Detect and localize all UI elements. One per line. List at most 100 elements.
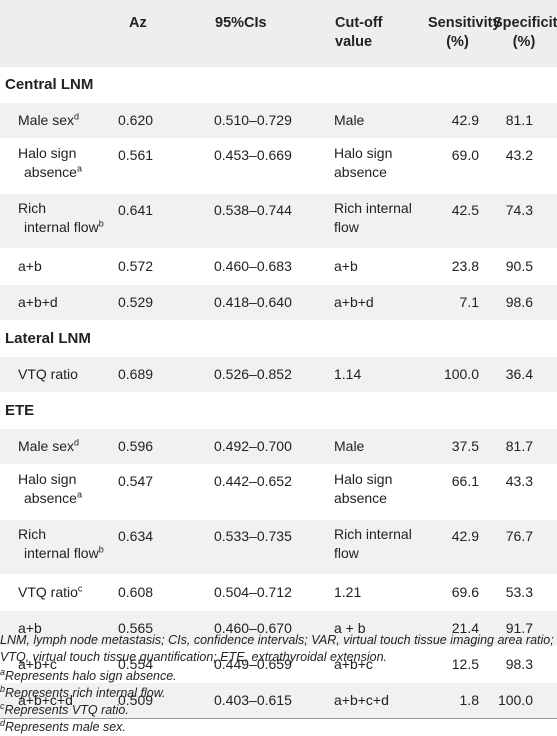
cell-variable: Male sexd <box>0 103 113 139</box>
cell-specificity: 81.1 <box>505 112 533 128</box>
cutoff-value: Halo sign <box>334 145 393 161</box>
cell-cutoff: Halo sign absence <box>318 139 428 194</box>
table-row: VTQ ratio 0.689 0.526–0.852 1.14 100.0 36.4 <box>0 356 557 393</box>
variable-name-cont: absence <box>24 490 77 506</box>
variable-name: a+b <box>18 258 42 274</box>
cell-az: 0.509 <box>118 692 154 708</box>
variable-name: a+b+c+d <box>18 692 73 708</box>
footnote-text: Represents rich internal flow. <box>5 686 166 700</box>
cell-cutoff: a+b+c+d <box>318 683 428 719</box>
cell-sensitivity: 37.5 <box>451 438 479 454</box>
cell-az: 0.561 <box>118 147 154 163</box>
footnote-marker: b <box>98 544 104 555</box>
cell-cutoff: 1.14 <box>318 357 428 393</box>
cell-cutoff: a+b+d <box>318 285 428 321</box>
cell-sensitivity: 12.5 <box>451 656 479 672</box>
cell-specificity: 43.3 <box>505 473 533 489</box>
diagnostic-performance-table: Az 95%CIs Cut-off value Sensitivity (%) … <box>0 0 557 719</box>
section-row: ETE <box>0 392 557 429</box>
variable-name: a+b <box>18 620 42 636</box>
footnote-marker: c <box>77 583 83 594</box>
variable-name: a+b+d <box>18 294 58 310</box>
table-row: a+b+c+d 0.509 0.403–0.615 a+b+c+d 1.8 100.0 <box>0 682 557 719</box>
cell-specificity: 74.3 <box>505 202 533 218</box>
cell-sensitivity: 42.9 <box>451 528 479 544</box>
cell-sensitivity: 69.0 <box>451 147 479 163</box>
table-footnotes: LNM, lymph node metastasis; CIs, confide… <box>0 632 557 736</box>
variable-name: Rich <box>18 526 47 542</box>
cell-cutoff: a+b+c <box>318 647 428 683</box>
variable-name: Halo sign <box>18 145 77 161</box>
header-specificity-line2: (%) <box>512 34 536 50</box>
cell-az: 0.554 <box>118 656 154 672</box>
footnote-marker: a <box>76 163 82 174</box>
variable-name: a+b+c <box>18 656 57 672</box>
table-row: VTQ ratioc 0.608 0.504–0.712 1.21 69.6 53.3 <box>0 575 557 611</box>
header-cutoff-line1: Cut-off <box>335 15 383 31</box>
cell-variable: Rich internal flowb <box>0 194 113 249</box>
cell-cutoff: a + b <box>318 611 428 647</box>
cutoff-value: a + b <box>334 620 366 636</box>
cell-specificity: 90.5 <box>505 258 533 274</box>
cell-az: 0.634 <box>118 528 154 544</box>
variable-name: Rich <box>18 200 47 216</box>
cutoff-value-cont: absence <box>334 490 387 506</box>
cutoff-value: Rich internal <box>334 526 412 542</box>
cutoff-value: Male <box>334 112 365 128</box>
section-title: ETE <box>5 402 35 419</box>
footnote-mark: c <box>0 700 5 711</box>
footnote-item: aRepresents halo sign absence. <box>0 666 557 685</box>
cell-variable: Male sexd <box>0 429 113 465</box>
cell-ci: 0.449–0.659 <box>214 656 292 672</box>
footnote-marker: d <box>74 111 80 122</box>
cell-variable: VTQ ratio <box>0 357 113 393</box>
table-row: a+b 0.565 0.460–0.670 a + b 21.4 91.7 <box>0 610 557 647</box>
cell-sensitivity: 66.1 <box>451 473 479 489</box>
cutoff-value-cont: flow <box>334 545 359 561</box>
cutoff-value: 1.14 <box>334 366 362 382</box>
header-sensitivity-line2: (%) <box>446 34 469 50</box>
cell-ci: 0.538–0.744 <box>214 202 292 218</box>
cell-specificity: 53.3 <box>505 584 533 600</box>
cell-ci: 0.460–0.683 <box>214 258 292 274</box>
cutoff-value: Halo sign <box>334 471 393 487</box>
cell-ci: 0.403–0.615 <box>214 692 292 708</box>
cutoff-value: Male <box>334 438 365 454</box>
cell-ci: 0.510–0.729 <box>214 112 292 128</box>
cell-az: 0.608 <box>118 584 154 600</box>
cell-az: 0.620 <box>118 112 154 128</box>
header-az: Az <box>129 15 147 31</box>
cell-sensitivity: 23.8 <box>451 258 479 274</box>
cell-specificity: 43.2 <box>505 147 533 163</box>
cutoff-value-cont: flow <box>334 219 359 235</box>
cell-variable: Halo sign absencea <box>0 139 113 194</box>
table-body: Central LNM Male sexd 0.620 0.510–0.729 Male… <box>0 67 557 719</box>
footnote-marker: d <box>74 437 80 448</box>
cell-variable: a+b+d <box>0 285 113 321</box>
cell-variable: VTQ ratioc <box>0 575 113 611</box>
cell-specificity: 36.4 <box>505 366 533 382</box>
cell-sensitivity: 42.9 <box>451 112 479 128</box>
header-cutoff: Cut-off value <box>318 0 428 67</box>
footnote-notes: aRepresents halo sign absence. bRepresent… <box>0 666 557 736</box>
footnote-mark: a <box>0 666 6 677</box>
cell-ci: 0.492–0.700 <box>214 438 292 454</box>
cutoff-value-cont: absence <box>334 164 387 180</box>
cutoff-value: a+b+c+d <box>334 692 389 708</box>
header-cutoff-line2: value <box>335 34 373 50</box>
footnote-text: Represents VTQ ratio. <box>4 703 129 717</box>
header-specificity: Specificity (%) <box>493 0 557 67</box>
section-row: Lateral LNM <box>0 320 557 357</box>
cell-az: 0.596 <box>118 438 154 454</box>
table-row: Halo sign absencea 0.561 0.453–0.669 Halo si… <box>0 139 557 194</box>
cell-variable: a+b <box>0 611 113 647</box>
variable-name-cont: internal flow <box>24 545 99 561</box>
cell-az: 0.565 <box>118 620 154 636</box>
footnote-item: bRepresents rich internal flow. <box>0 684 557 702</box>
cell-specificity: 81.7 <box>505 438 533 454</box>
table-row: Rich internal flowb 0.634 0.533–0.735 Rich i… <box>0 519 557 575</box>
footnote-item: cRepresents VTQ ratio. <box>0 700 557 719</box>
footnote-abbreviations: LNM, lymph node metastasis; CIs, confide… <box>0 633 554 664</box>
cutoff-value: a+b+c <box>334 656 373 672</box>
